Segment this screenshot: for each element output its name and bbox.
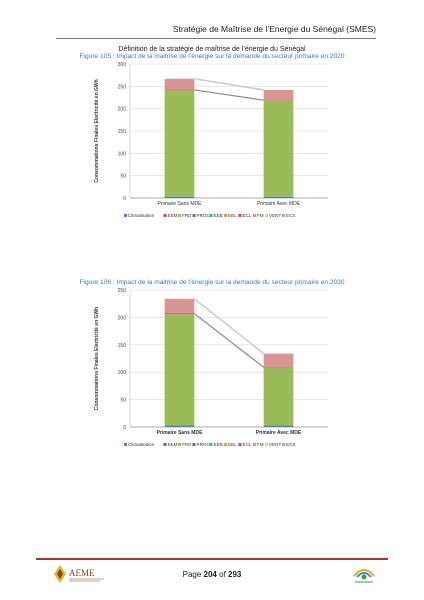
legend-label-eem: EEM — [168, 442, 178, 447]
bar-segment-climatisation — [263, 425, 294, 427]
legend-swatch — [192, 214, 196, 217]
y-tick-label: 0 — [123, 425, 126, 431]
bar-segment-fm — [263, 89, 294, 100]
legend-swatch — [192, 443, 196, 446]
y-tick-label: 250 — [118, 288, 127, 294]
aeme-logo-text: AEME — [69, 568, 95, 578]
y-tick-label: 100 — [118, 370, 127, 376]
chart-2030: 0 50 100 150 200 250 Consommations Finales Ele… — [82, 286, 342, 454]
bar-segment-climatisation — [164, 425, 195, 427]
legend-swatch — [253, 214, 256, 217]
legend-label-climatisation: Climatisation — [128, 442, 155, 447]
legend-swatch — [224, 214, 227, 217]
legend-label-eem: EEM — [168, 213, 178, 218]
x-tick-label: Primaire Sans MDE — [157, 430, 204, 436]
legend-swatch — [238, 443, 242, 446]
bar-segment-fm — [164, 298, 195, 314]
legend-swatch — [163, 214, 167, 217]
page-label: Page — [182, 570, 202, 579]
legend-swatch — [265, 443, 268, 446]
legend-label-frd: FRD — [182, 213, 192, 218]
x-tick-label: Primaire Avec MDE — [256, 430, 302, 436]
legend-label-climatisation: Climatisation — [128, 213, 155, 218]
figure-106-caption: Figure 106 : Impact de la maitrise de l’… — [79, 279, 345, 286]
figure-105-caption: Figure 105 : Impact de la maitrise de l’… — [79, 53, 345, 60]
legend-label-ecs: ECS — [286, 213, 295, 218]
aeme-logo: AEME — [54, 565, 104, 583]
legend-label-proc: PROC — [197, 213, 211, 218]
connector-total — [193, 298, 265, 355]
legend-label-frd: FRD — [182, 442, 192, 447]
header-rule — [56, 38, 376, 39]
page-total: 293 — [228, 570, 242, 579]
legend-label-eeb: EEB — [214, 213, 223, 218]
legend-label-eeb: EEB — [214, 442, 223, 447]
y-tick-label: 250 — [118, 84, 127, 90]
bar-segment-ecl — [164, 313, 195, 314]
y-tick-label: 50 — [120, 174, 126, 180]
bar-segment-frd — [263, 367, 294, 426]
legend-swatch — [253, 443, 256, 446]
bar-segment-climatisation — [263, 196, 294, 198]
y-tick-label: 300 — [118, 62, 127, 68]
legend-label-ecl: ECL — [243, 213, 252, 218]
x-tick-label: Primaire Sans MDE — [158, 201, 203, 207]
legend-swatch — [209, 443, 213, 446]
legend-swatch — [124, 214, 127, 217]
y-tick-label: 50 — [120, 398, 126, 404]
x-tick-label: Primaire Avec MDE — [257, 201, 301, 207]
chart-2030-svg: 0 50 100 150 200 250 Consommations Finales Ele… — [94, 288, 328, 447]
legend-label-eel: EEL — [228, 442, 237, 447]
bar-segment-frd — [164, 313, 195, 426]
bar-segment-frd — [164, 89, 195, 197]
connector-frd — [194, 89, 264, 101]
legend-swatch — [282, 443, 285, 446]
bar-segment-fm — [164, 78, 195, 90]
legend-swatch — [282, 214, 285, 217]
legend-swatch — [224, 443, 227, 446]
legend-label-vent: VENT — [269, 213, 281, 218]
page-number: Page 204 of 293 — [0, 570, 424, 579]
footer-rule — [36, 558, 388, 560]
bar-segment-frd — [263, 100, 294, 197]
y-tick-label: 150 — [118, 129, 127, 135]
chart-2020: 0 50 100 150 200 250 300 Consommations Finales … — [82, 60, 342, 225]
y-tick-label: 200 — [118, 107, 127, 113]
page-current: 204 — [203, 570, 217, 579]
y-tick-label: 100 — [118, 151, 127, 157]
partner-logo — [353, 569, 375, 583]
y-axis-label: Consommations Finales Electricité en GWh — [94, 79, 100, 182]
connector-frd — [193, 313, 265, 368]
bar-segment-ecl — [263, 366, 294, 368]
legend-label-ecl: ECL — [243, 442, 252, 447]
legend-label-fm: FM — [257, 213, 264, 218]
legend-swatch — [178, 214, 181, 217]
section-title: Définition de la stratégie de maîtrise d… — [118, 46, 306, 53]
legend-label-vent: VENT — [269, 442, 281, 447]
legend-swatch — [163, 443, 167, 446]
document-header-title: Stratégie de Maîtrise de l’Energie du Sé… — [172, 24, 376, 34]
legend-swatch — [209, 214, 213, 217]
bar-segment-fm — [263, 353, 294, 367]
y-tick-label: 200 — [118, 315, 127, 321]
legend-label-proc: PROC — [197, 442, 211, 447]
legend-swatch — [124, 443, 127, 446]
chart-2020-svg: 0 50 100 150 200 250 300 Consommations Finales … — [94, 62, 328, 218]
connector-total — [194, 77, 264, 91]
legend-label-fm: FM — [257, 442, 264, 447]
page-of: of — [219, 570, 226, 579]
legend-swatch — [238, 214, 242, 217]
y-tick-label: 150 — [118, 343, 127, 349]
legend-swatch — [265, 214, 268, 217]
legend-swatch — [178, 443, 181, 446]
y-axis-label: Consommations Finales Electricité en GWh — [94, 307, 100, 410]
bar-segment-climatisation — [164, 196, 195, 198]
legend-label-eel: EEL — [228, 213, 237, 218]
y-tick-label: 0 — [123, 196, 126, 202]
legend-label-ecs: ECS — [286, 442, 295, 447]
